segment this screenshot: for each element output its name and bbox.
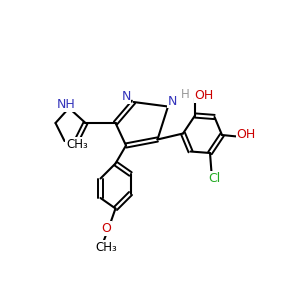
Text: OH: OH	[194, 89, 214, 103]
Text: Cl: Cl	[208, 172, 220, 185]
Text: N: N	[168, 94, 177, 108]
Text: O: O	[66, 139, 75, 152]
Text: OH: OH	[236, 128, 256, 142]
Text: CH₃: CH₃	[96, 241, 117, 254]
Text: N: N	[121, 90, 131, 103]
Text: H: H	[181, 88, 190, 101]
Text: O: O	[102, 222, 111, 235]
Text: CH₃: CH₃	[66, 137, 88, 151]
Text: NH: NH	[57, 98, 75, 111]
